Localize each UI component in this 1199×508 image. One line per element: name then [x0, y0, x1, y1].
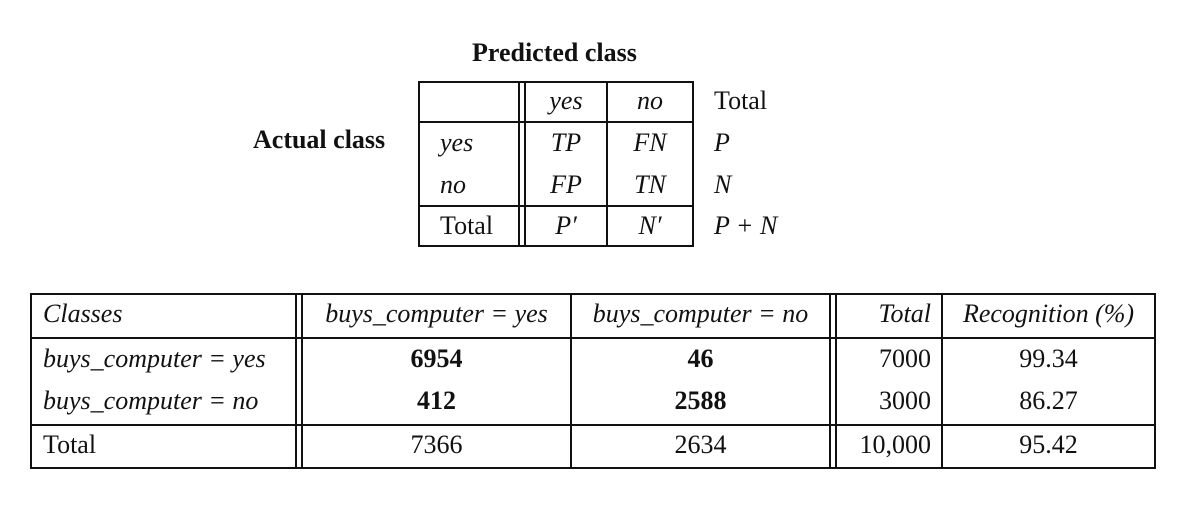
- header-recognition: Recognition (%): [962, 299, 1135, 328]
- table-double-rule-d: [835, 293, 837, 469]
- cell-yes: 7366: [410, 430, 463, 459]
- header-no-col: buys_computer = no: [592, 299, 809, 328]
- cell-recognition: 95.42: [1019, 430, 1078, 459]
- matrix-row-total: P + N: [714, 211, 778, 240]
- matrix-cell: FP: [550, 170, 582, 199]
- matrix-row-label: Total: [440, 211, 494, 240]
- table-top-border: [30, 293, 1156, 295]
- header-yes-col: buys_computer = yes: [325, 299, 548, 328]
- row-label: buys_computer = yes: [43, 344, 266, 373]
- matrix-cell: N′: [638, 211, 662, 240]
- matrix-cell: TN: [634, 170, 666, 199]
- matrix-row-total: N: [714, 170, 732, 199]
- cell-no: 46: [687, 344, 714, 373]
- row-label: Total: [43, 430, 97, 459]
- table-col-divider: [570, 293, 572, 469]
- table-double-rule-a: [295, 293, 297, 469]
- cell-total: 7000: [879, 344, 931, 373]
- matrix-cell: P′: [555, 211, 577, 240]
- matrix-col-total: Total: [714, 86, 768, 115]
- matrix-row-total: P: [714, 128, 730, 157]
- table-right-border: [1154, 293, 1156, 469]
- header-total: Total: [878, 299, 931, 328]
- cell-yes: 412: [417, 386, 456, 415]
- cell-recognition: 99.34: [1019, 344, 1078, 373]
- cell-no: 2634: [674, 430, 727, 459]
- matrix-top-border: [418, 81, 694, 83]
- cell-total: 3000: [879, 386, 931, 415]
- matrix-header-divider: [418, 121, 694, 123]
- predicted-class-header: Predicted class: [472, 38, 637, 67]
- table-double-rule-b: [301, 293, 303, 469]
- table-double-rule-c: [829, 293, 831, 469]
- header-classes: Classes: [43, 299, 123, 328]
- matrix-double-rule-a: [518, 81, 520, 247]
- actual-class-header: Actual class: [253, 125, 386, 154]
- matrix-cell: FN: [633, 128, 667, 157]
- cell-total: 10,000: [859, 430, 932, 459]
- cell-no: 2588: [674, 386, 727, 415]
- row-label: buys_computer = no: [43, 386, 259, 415]
- matrix-row-label: no: [440, 170, 466, 199]
- matrix-cell: TP: [550, 128, 582, 157]
- table-bottom-border: [30, 467, 1156, 469]
- table-left-border: [30, 293, 32, 469]
- matrix-total-divider: [418, 205, 694, 207]
- matrix-bottom-border: [418, 245, 694, 247]
- matrix-col-divider: [606, 81, 608, 247]
- matrix-col-yes: yes: [549, 86, 583, 115]
- matrix-row-label: yes: [440, 128, 474, 157]
- matrix-double-rule-b: [524, 81, 526, 247]
- table-header-divider: [30, 337, 1156, 339]
- cell-recognition: 86.27: [1019, 386, 1078, 415]
- cell-yes: 6954: [410, 344, 463, 373]
- matrix-col-no: no: [637, 86, 663, 115]
- matrix-left-border: [418, 81, 420, 247]
- table-total-divider: [30, 424, 1156, 426]
- table-col-divider: [941, 293, 943, 469]
- matrix-right-border: [692, 81, 694, 247]
